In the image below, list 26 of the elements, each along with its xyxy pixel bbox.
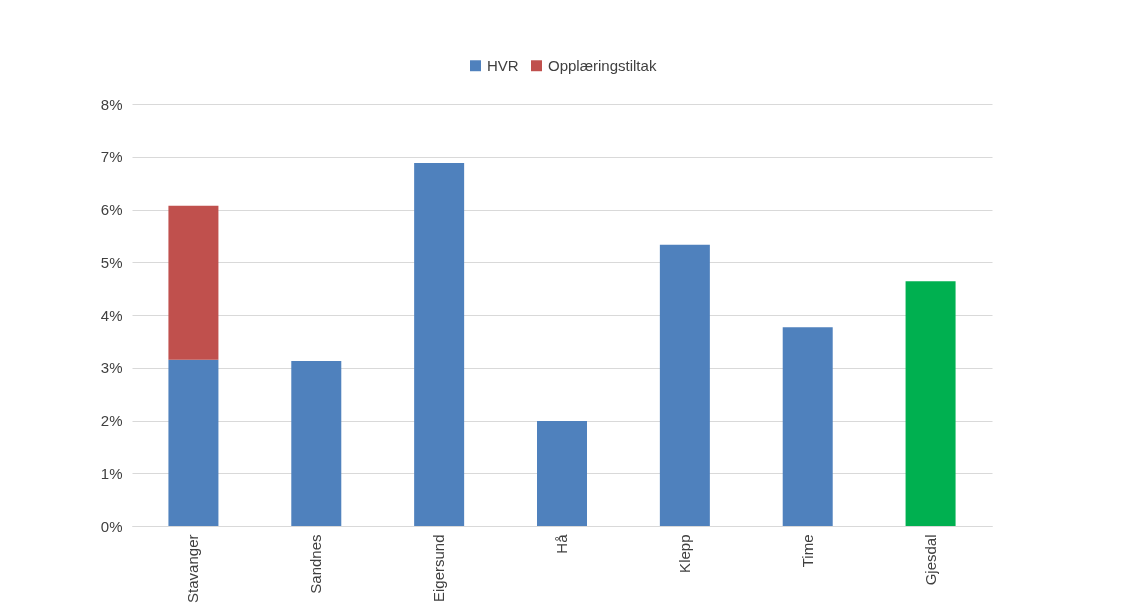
y-tick-label: 1% [100, 464, 123, 482]
y-tick-label: 5% [100, 253, 123, 271]
x-tick-label: Klepp [675, 534, 693, 573]
y-tick-label: 8% [100, 95, 123, 113]
legend-label: HVR [487, 56, 519, 74]
y-tick-label: 7% [100, 148, 123, 166]
bar [414, 163, 465, 526]
legend-label: Opplæringstiltak [548, 56, 657, 74]
bar [291, 360, 342, 526]
x-tick-label: Eigersund [430, 534, 448, 603]
bar [168, 359, 219, 526]
x-tick-label: Stavanger [184, 534, 202, 603]
bar [537, 421, 587, 526]
bar [659, 244, 710, 526]
x-tick-label: Time [798, 534, 816, 568]
bar [905, 281, 956, 526]
y-tick-label: 6% [100, 201, 123, 218]
y-tick-label: 4% [100, 306, 123, 324]
y-tick-label: 0% [100, 517, 123, 535]
x-tick-label: Hå [553, 533, 570, 554]
y-tick-label: 3% [100, 359, 123, 377]
x-tick-label: Gjesdal [921, 534, 939, 586]
bar [782, 327, 833, 526]
y-tick-label: 2% [100, 412, 123, 429]
x-tick-label: Sandnes [307, 534, 325, 594]
bar [168, 205, 219, 360]
